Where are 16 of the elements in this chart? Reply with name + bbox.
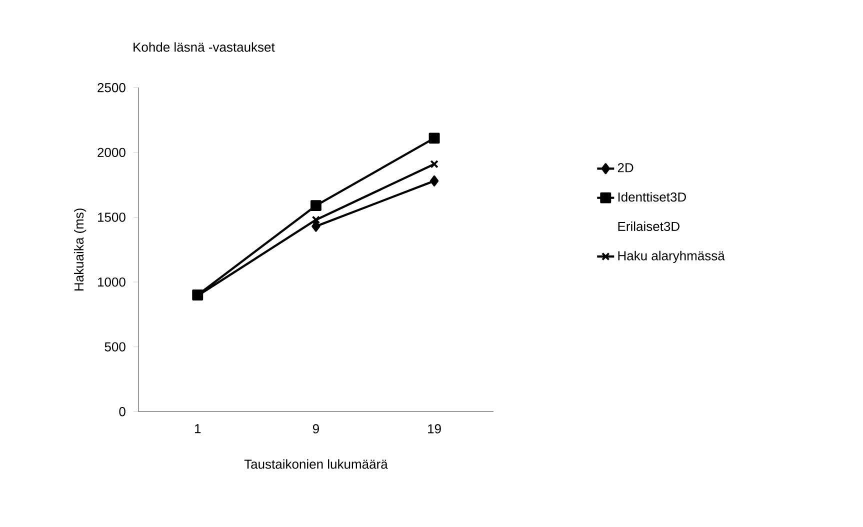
y-tick-label: 2500 bbox=[98, 83, 126, 92]
y-tick-label: 1000 bbox=[98, 277, 126, 287]
legend-label: Haku alaryhmässä bbox=[618, 250, 725, 263]
y-tick-label: 2000 bbox=[98, 148, 126, 158]
x-tick-label: 1 bbox=[194, 424, 201, 434]
y-tick-label: 500 bbox=[104, 342, 126, 352]
x-axis-title: Taustaikonien lukumäärä bbox=[244, 459, 388, 469]
chart-title: Kohde läsnä -vastaukset bbox=[134, 42, 275, 52]
x-tick-label: 19 bbox=[428, 424, 441, 434]
y-tick-label: 0 bbox=[119, 407, 126, 416]
x-tick-label: 9 bbox=[312, 424, 319, 434]
text: Erilaiset3D bbox=[618, 221, 680, 232]
y-tick-label: 1500 bbox=[98, 212, 126, 222]
legend-label: 2D bbox=[618, 163, 634, 172]
legend-label: Identtiset3D bbox=[618, 192, 686, 202]
y-axis-title: Hakuaika (ms) bbox=[74, 208, 86, 290]
